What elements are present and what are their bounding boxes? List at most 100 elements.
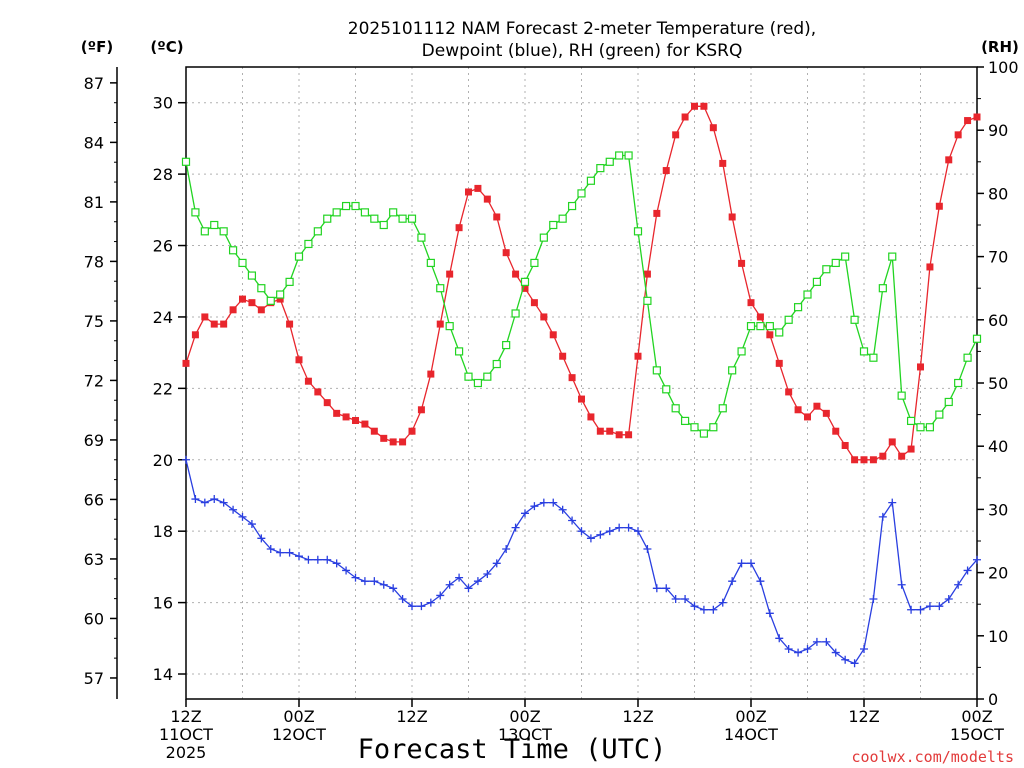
- dewpoint-point: [455, 573, 464, 582]
- dewpoint-point: [276, 548, 285, 557]
- rh-point: [709, 423, 718, 432]
- rh-point: [436, 284, 445, 293]
- temperature-point: [700, 102, 708, 110]
- temperature-point: [672, 131, 680, 139]
- dewpoint-point: [869, 595, 878, 604]
- temperature-point: [625, 431, 633, 439]
- rh-point: [210, 220, 219, 230]
- temperature-point: [521, 284, 529, 292]
- dewpoint-point: [436, 591, 445, 600]
- time-tick-label: 11OCT: [159, 725, 213, 744]
- rh-point: [869, 353, 878, 362]
- dewpoint-point: [332, 559, 341, 568]
- rh-point: [332, 208, 341, 217]
- rh-point: [784, 315, 793, 324]
- dewpoint-point: [605, 527, 614, 536]
- rh-tick-label: 20: [988, 564, 1008, 583]
- rh-point: [737, 347, 746, 356]
- rh-point: [859, 347, 869, 356]
- rh-point: [426, 258, 435, 268]
- temperature-point: [182, 359, 190, 367]
- rh-point: [690, 423, 699, 432]
- rh-point: [407, 214, 417, 223]
- dewpoint-point: [643, 545, 652, 554]
- dewpoint-point: [954, 580, 963, 589]
- rh-point: [539, 233, 548, 242]
- rh-tick-label: 90: [988, 121, 1008, 140]
- rh-tick-label: 70: [988, 248, 1008, 267]
- rh-point: [276, 290, 285, 299]
- temperature-point: [653, 209, 661, 217]
- dewpoint-point: [304, 555, 313, 564]
- temperature-point: [643, 270, 651, 278]
- dewpoint-point: [389, 584, 398, 593]
- rh-point: [888, 252, 897, 261]
- rh-point: [445, 322, 454, 331]
- dewpoint-point: [200, 498, 209, 507]
- temperature-point: [210, 320, 218, 328]
- celsius-tick-label: 14: [153, 665, 173, 684]
- rh-point: [925, 423, 935, 432]
- dewpoint-point: [370, 577, 379, 586]
- dewpoint-point: [502, 545, 511, 554]
- temperature-point: [304, 377, 312, 385]
- rh-point: [417, 233, 426, 242]
- temperature-point: [898, 452, 906, 460]
- rh-point: [360, 208, 370, 217]
- dewpoint-point: [426, 598, 435, 607]
- time-tick-label: 00Z: [283, 707, 314, 726]
- temperature-point: [888, 438, 896, 446]
- series-layer: [181, 102, 982, 668]
- dewpoint-point: [860, 645, 868, 654]
- rh-point: [549, 220, 558, 230]
- dewpoint-point: [897, 580, 906, 589]
- chart-title-line-1: 2025101112 NAM Forecast 2-meter Temperat…: [348, 19, 816, 39]
- dewpoint-point: [699, 605, 708, 614]
- rh-point: [746, 322, 756, 331]
- temperature-point: [474, 184, 482, 192]
- dewpoint-point: [634, 527, 642, 536]
- rh-point: [916, 423, 925, 432]
- fahrenheit-tick-label: 63: [84, 550, 104, 569]
- temperature-point: [954, 131, 962, 139]
- fahrenheit-tick-label: 75: [84, 312, 104, 331]
- fahrenheit-tick-label: 57: [84, 669, 104, 688]
- temperature-point: [596, 427, 604, 435]
- rh-point: [596, 164, 605, 173]
- temperature-point: [399, 438, 407, 446]
- dewpoint-point: [935, 602, 944, 611]
- dewpoint-point: [662, 584, 671, 593]
- dewpoint-point: [822, 637, 831, 646]
- dewpoint-point: [360, 577, 369, 586]
- temperature-point: [964, 117, 972, 125]
- temperature-point: [738, 259, 746, 267]
- rh-point: [605, 157, 614, 166]
- fahrenheit-tick-label: 87: [84, 74, 104, 93]
- temperature-point: [634, 352, 642, 360]
- dewpoint-point: [803, 645, 812, 654]
- dewpoint-point: [718, 598, 727, 607]
- dewpoint-point: [229, 505, 238, 514]
- rh-point: [944, 397, 953, 407]
- dewpoint-point: [182, 455, 190, 464]
- rh-point: [812, 277, 822, 286]
- celsius-tick-label: 26: [153, 237, 173, 256]
- temperature-point: [436, 320, 444, 328]
- dewpoint-point: [690, 602, 699, 611]
- rh-point: [323, 214, 332, 223]
- rh-point: [483, 372, 492, 381]
- temperature-point: [756, 313, 764, 321]
- temperature-point: [549, 331, 557, 339]
- dewpoint-point: [492, 559, 501, 568]
- temperature-point: [427, 370, 435, 378]
- dewpoint-point: [973, 555, 981, 564]
- dewpoint-point: [944, 595, 953, 604]
- rh-point: [285, 277, 294, 286]
- rh-point: [831, 258, 840, 268]
- rh-point: [963, 353, 972, 362]
- temperature-point: [201, 313, 209, 321]
- rh-point: [803, 290, 812, 299]
- fahrenheit-tick-label: 66: [84, 490, 104, 509]
- rh-point: [370, 214, 379, 223]
